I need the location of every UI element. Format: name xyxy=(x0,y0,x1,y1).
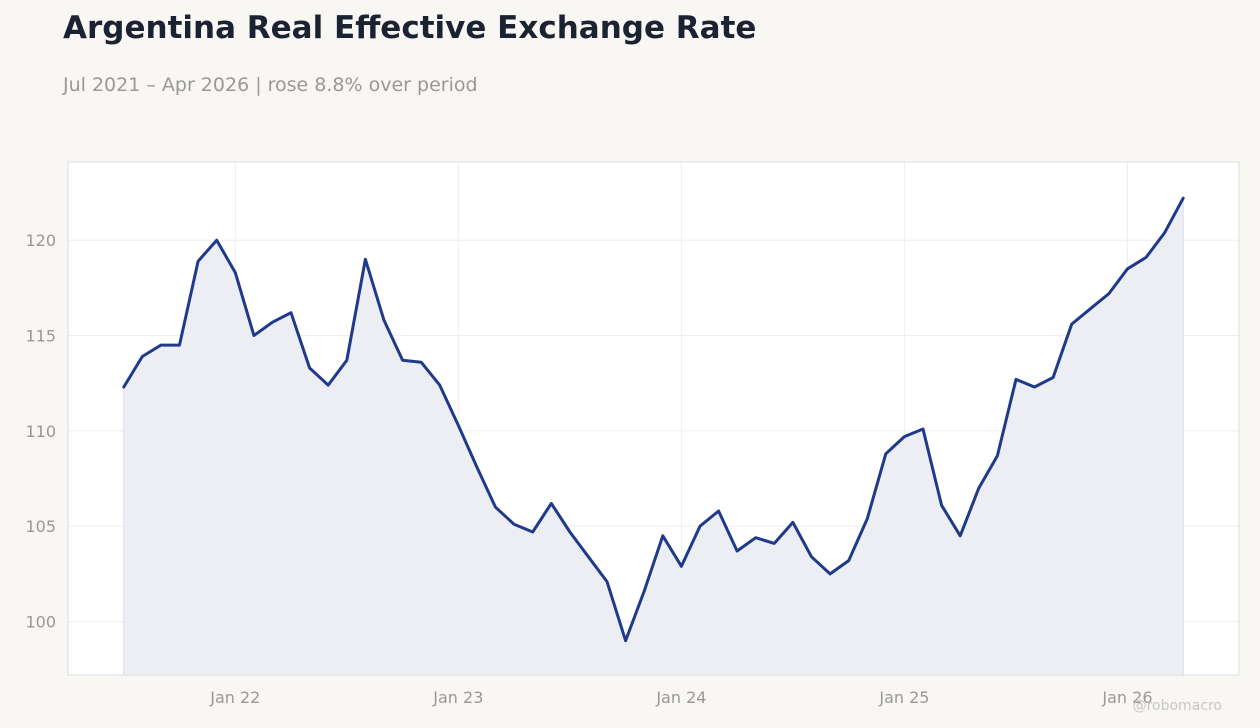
y-tick-label: 115 xyxy=(25,327,56,346)
chart-title: Argentina Real Effective Exchange Rate xyxy=(63,10,757,46)
series-line xyxy=(122,196,1185,643)
y-tick-label: 120 xyxy=(25,231,56,250)
area-fill xyxy=(123,198,1184,675)
watermark: @robomacro xyxy=(1133,698,1222,714)
x-tick-label: Jan 22 xyxy=(209,688,260,707)
chart-subtitle: Jul 2021 – Apr 2026 | rose 8.8% over per… xyxy=(63,74,478,96)
y-tick-label: 105 xyxy=(25,517,56,536)
y-tick-label: 110 xyxy=(25,422,56,441)
x-tick-label: Jan 24 xyxy=(655,688,706,707)
x-tick-label: Jan 25 xyxy=(878,688,929,707)
y-tick-label: 100 xyxy=(25,613,56,632)
plot-frame xyxy=(67,161,1240,676)
x-axis: Jan 22 Jan 23 Jan 24 Jan 25 Jan 26 xyxy=(209,688,1152,707)
y-axis: 100 105 110 115 120 xyxy=(25,231,56,631)
x-tick-label: Jan 23 xyxy=(432,688,483,707)
x-tick-label: Jan 26 xyxy=(1101,688,1152,707)
